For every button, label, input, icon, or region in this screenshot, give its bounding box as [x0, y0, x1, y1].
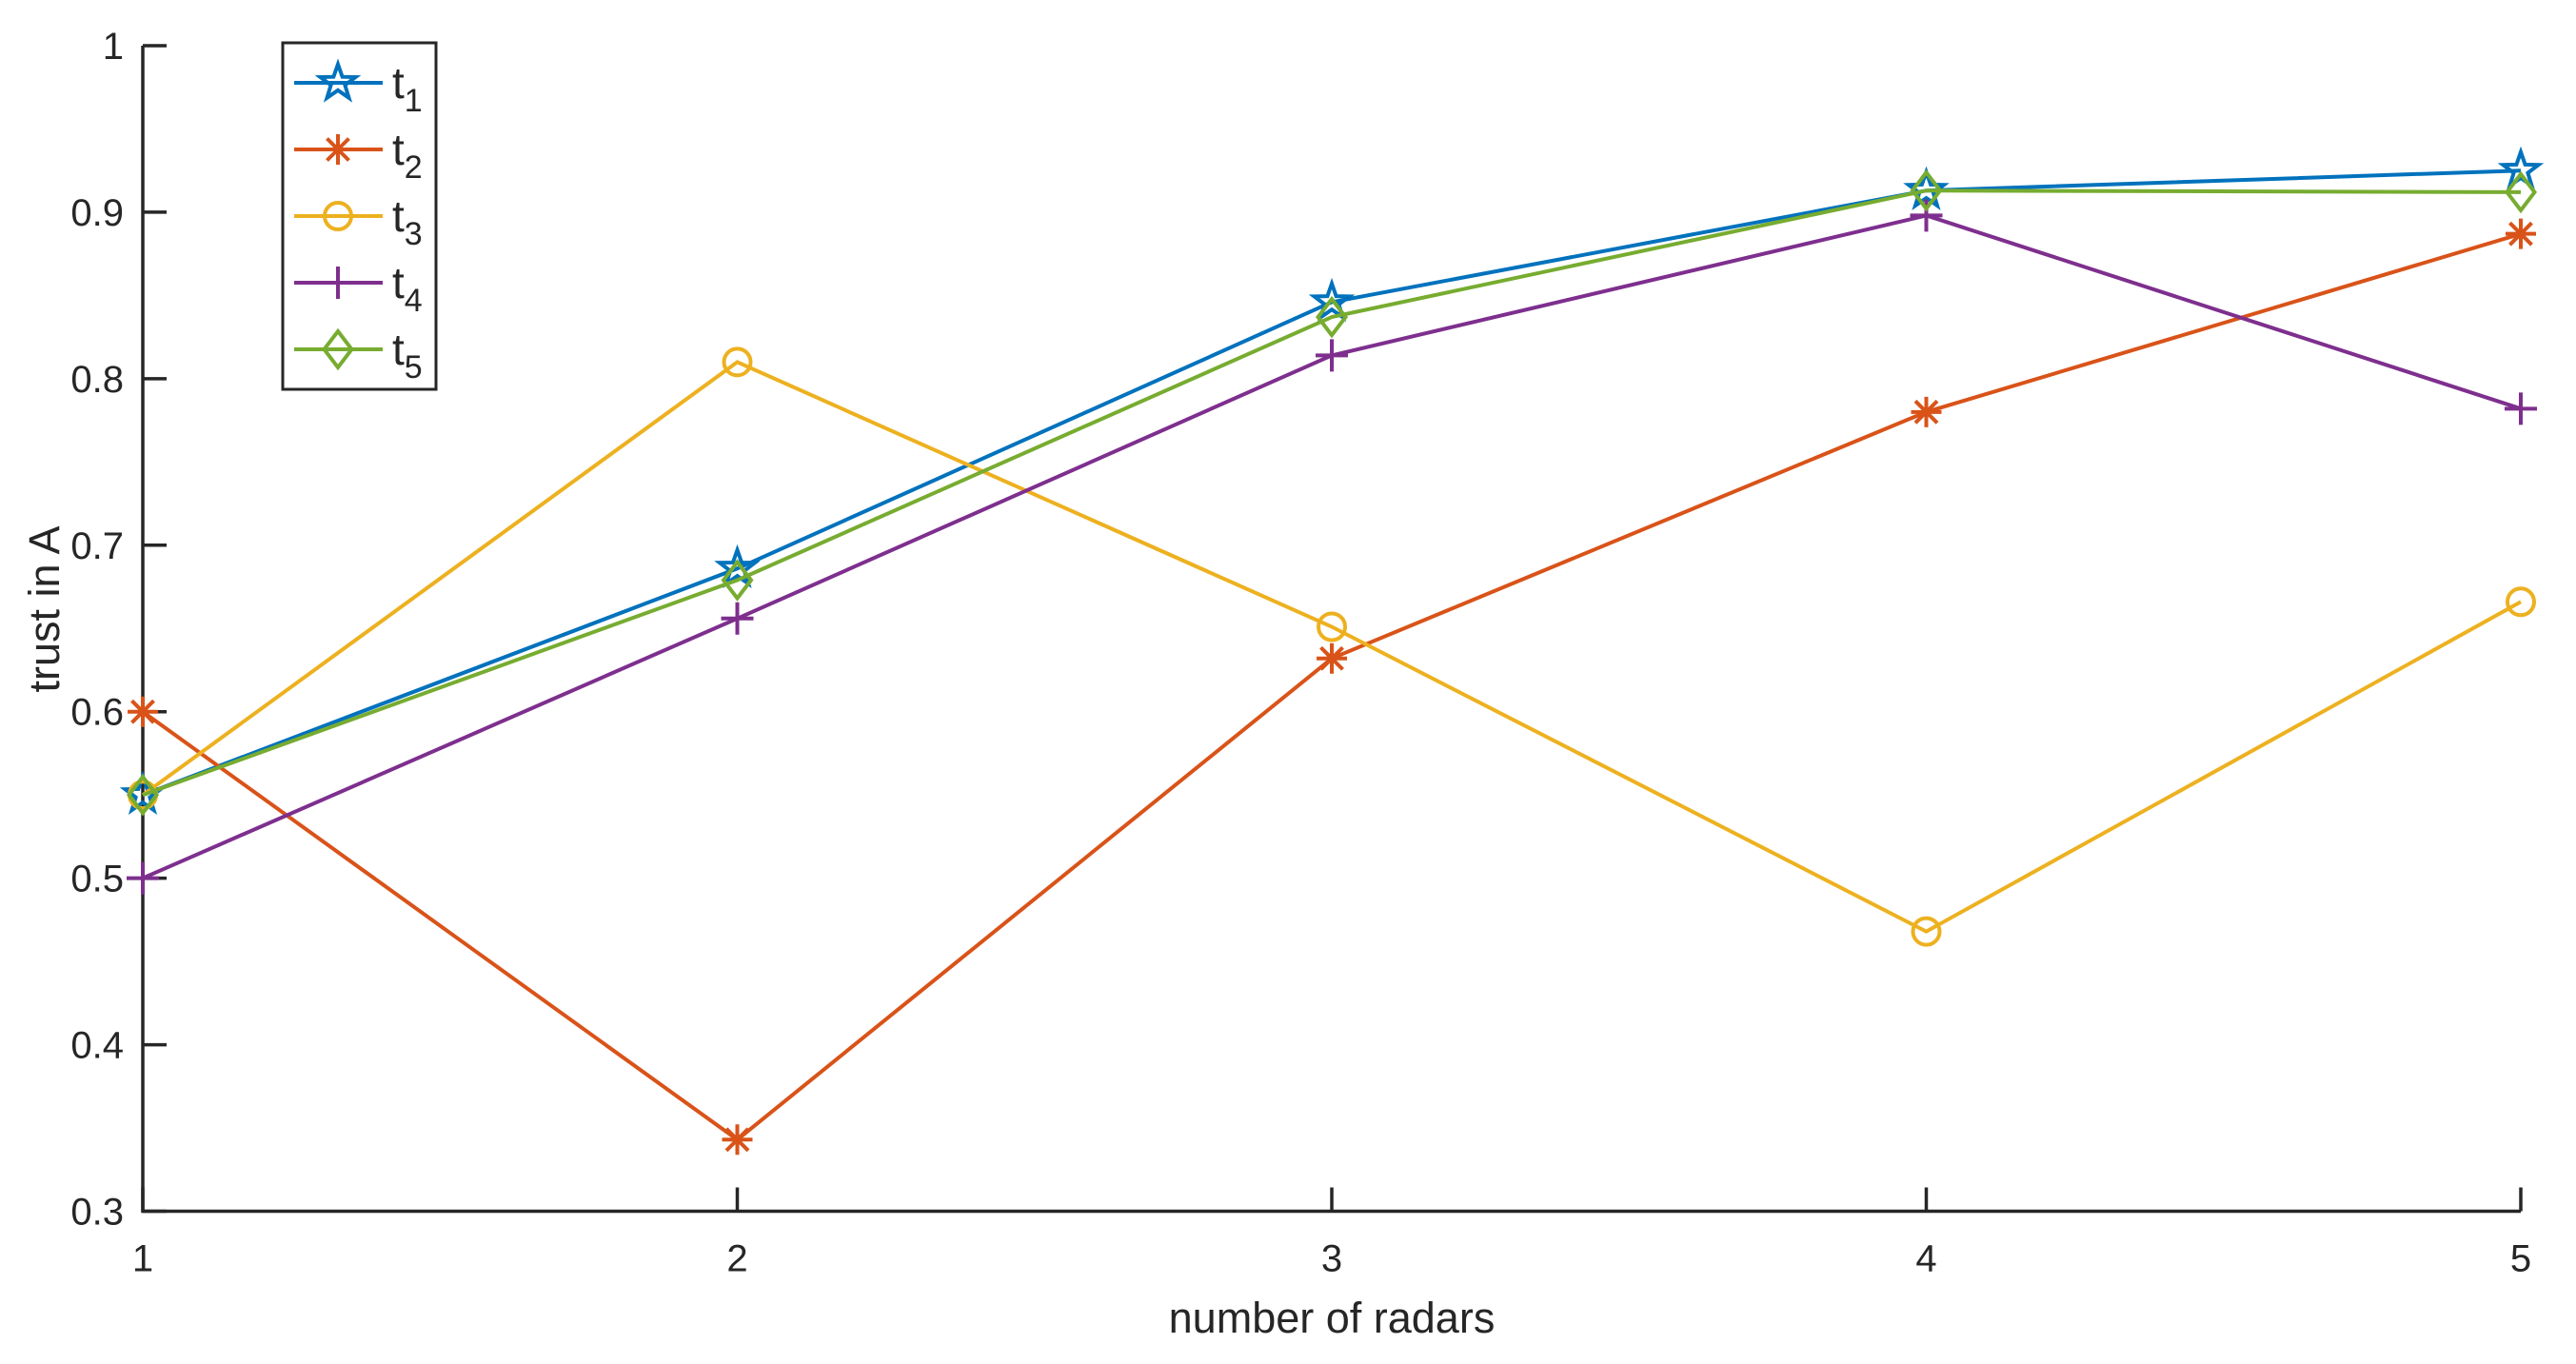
y-tick-label: 0.5	[70, 859, 124, 900]
marker-star-legend	[314, 58, 362, 103]
series-t3	[128, 346, 2536, 947]
legend-label-subscript: 5	[405, 349, 423, 385]
legend-label-base: t	[392, 258, 405, 307]
x-tick-label: 5	[2510, 1238, 2531, 1280]
marker-diamond-t5	[2504, 170, 2538, 214]
marker-star-t1	[1308, 277, 1356, 323]
series-line-t4	[142, 213, 2522, 880]
marker-circle-t3	[722, 346, 753, 378]
legend-entry-t5: t5	[294, 325, 423, 385]
marker-star-t1	[2497, 146, 2545, 190]
marker-asterisk-t2	[128, 696, 158, 727]
marker-circle-legend	[323, 201, 353, 231]
series-line-t5	[142, 188, 2522, 798]
legend-label-subscript: 1	[405, 83, 423, 119]
series-t4	[127, 199, 2537, 895]
marker-asterisk-t2	[1911, 396, 1942, 427]
x-axis-label: number of radars	[1169, 1294, 1496, 1342]
x-tick-label: 2	[726, 1238, 747, 1280]
y-axis-label: trust in A	[20, 525, 69, 692]
legend-entry-t1: t1	[294, 58, 423, 119]
y-tick-label: 0.9	[70, 192, 124, 234]
legend-label-subscript: 4	[405, 283, 423, 319]
series-layer	[119, 146, 2545, 1156]
marker-plus-t4	[721, 602, 754, 635]
legend-label-base: t	[392, 191, 405, 241]
legend-label-t4: t4	[392, 258, 423, 319]
series-t2	[128, 218, 2536, 1156]
axes-layer: 1 2 3 4 5 0.3 0.4 0.5 0.6 0.7 0.8 0.9 1	[70, 26, 2531, 1280]
marker-plus-t4	[2505, 392, 2537, 425]
marker-plus-legend	[322, 267, 354, 299]
series-t5	[126, 168, 2538, 817]
legend-label-base: t	[392, 58, 405, 108]
marker-asterisk-legend	[323, 134, 353, 165]
marker-diamond-t5	[1910, 168, 1943, 212]
marker-diamond-t5	[1315, 295, 1349, 339]
x-tick-label: 4	[1915, 1238, 1936, 1280]
legend-label-t3: t3	[392, 191, 423, 252]
y-tick-label: 0.3	[70, 1192, 124, 1234]
series-t1	[119, 146, 2545, 815]
legend-label-t1: t1	[392, 58, 423, 119]
legend-label-base: t	[392, 125, 405, 174]
y-tick-label: 0.6	[70, 692, 124, 734]
x-tick-label: 1	[132, 1238, 153, 1280]
legend-entry-t4: t4	[294, 258, 423, 319]
marker-star-t1	[1903, 166, 1950, 210]
marker-plus-t4	[1910, 199, 1943, 232]
marker-circle-t3	[2506, 586, 2536, 618]
marker-asterisk-t2	[722, 1124, 753, 1156]
legend-label-base: t	[392, 325, 405, 374]
marker-diamond-t5	[721, 559, 754, 602]
legend-entry-t3: t3	[294, 191, 423, 252]
marker-diamond-legend	[321, 327, 355, 371]
marker-plus-t4	[127, 861, 159, 895]
marker-diamond-t5	[126, 773, 160, 817]
legend-label-subscript: 3	[405, 216, 423, 252]
y-tick-label: 1	[103, 26, 124, 68]
series-line-t1	[142, 168, 2522, 798]
marker-star-t1	[714, 544, 761, 589]
marker-circle-t3	[1317, 611, 1347, 642]
legend-label-subscript: 2	[405, 149, 423, 186]
legend-label-t2: t2	[392, 125, 423, 186]
marker-plus-t4	[1316, 339, 1348, 372]
y-tick-label: 0.4	[70, 1025, 124, 1067]
legend-label-t5: t5	[392, 325, 423, 385]
y-tick-label: 0.8	[70, 359, 124, 401]
marker-asterisk-t2	[1317, 642, 1347, 674]
y-tick-label: 0.7	[70, 525, 124, 567]
series-line-t3	[141, 360, 2522, 934]
marker-asterisk-t2	[2506, 218, 2536, 249]
x-tick-label: 3	[1321, 1238, 1342, 1280]
marker-circle-t3	[1911, 916, 1942, 947]
legend-entry-t2: t2	[294, 125, 423, 186]
